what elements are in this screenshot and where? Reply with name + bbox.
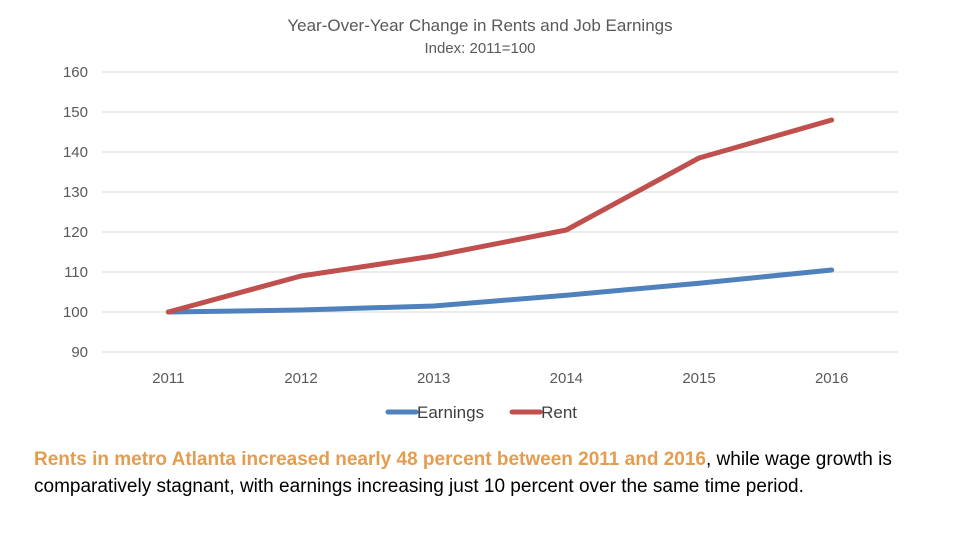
x-tick-label: 2015 [682, 370, 715, 387]
x-tick-label: 2013 [417, 370, 450, 387]
y-tick-label: 150 [63, 104, 88, 121]
y-axis-ticks: 90 100 110 120 130 140 150 160 [63, 64, 88, 361]
caption-highlight: Rents in metro Atlanta increased nearly … [34, 449, 706, 470]
legend: Earnings Rent [385, 403, 577, 422]
legend-label-earnings: Earnings [417, 403, 484, 422]
y-tick-label: 130 [63, 184, 88, 201]
x-tick-label: 2016 [815, 370, 848, 387]
chart-subtitle: Index: 2011=100 [424, 40, 535, 57]
y-tick-label: 110 [64, 264, 88, 281]
series-line-rent [165, 117, 835, 315]
series-lines [165, 117, 835, 315]
x-tick-label: 2012 [284, 370, 317, 387]
y-tick-label: 120 [63, 224, 88, 241]
x-tick-label: 2011 [152, 370, 184, 387]
y-tick-label: 90 [71, 344, 88, 361]
legend-label-rent: Rent [541, 403, 577, 422]
y-tick-label: 160 [63, 64, 88, 81]
caption-text: , while wage growth is comparatively sta… [34, 449, 892, 497]
x-axis-ticks: 2011 2012 2013 2014 2015 2016 [152, 370, 848, 387]
y-tick-label: 140 [63, 144, 88, 161]
line-chart: Year-Over-Year Change in Rents and Job E… [63, 16, 898, 422]
y-tick-label: 100 [63, 304, 88, 321]
chart-title: Year-Over-Year Change in Rents and Job E… [287, 16, 672, 35]
series-line-earnings [165, 267, 835, 315]
x-tick-label: 2014 [550, 370, 583, 387]
caption: Rents in metro Atlanta increased nearly … [34, 446, 924, 500]
